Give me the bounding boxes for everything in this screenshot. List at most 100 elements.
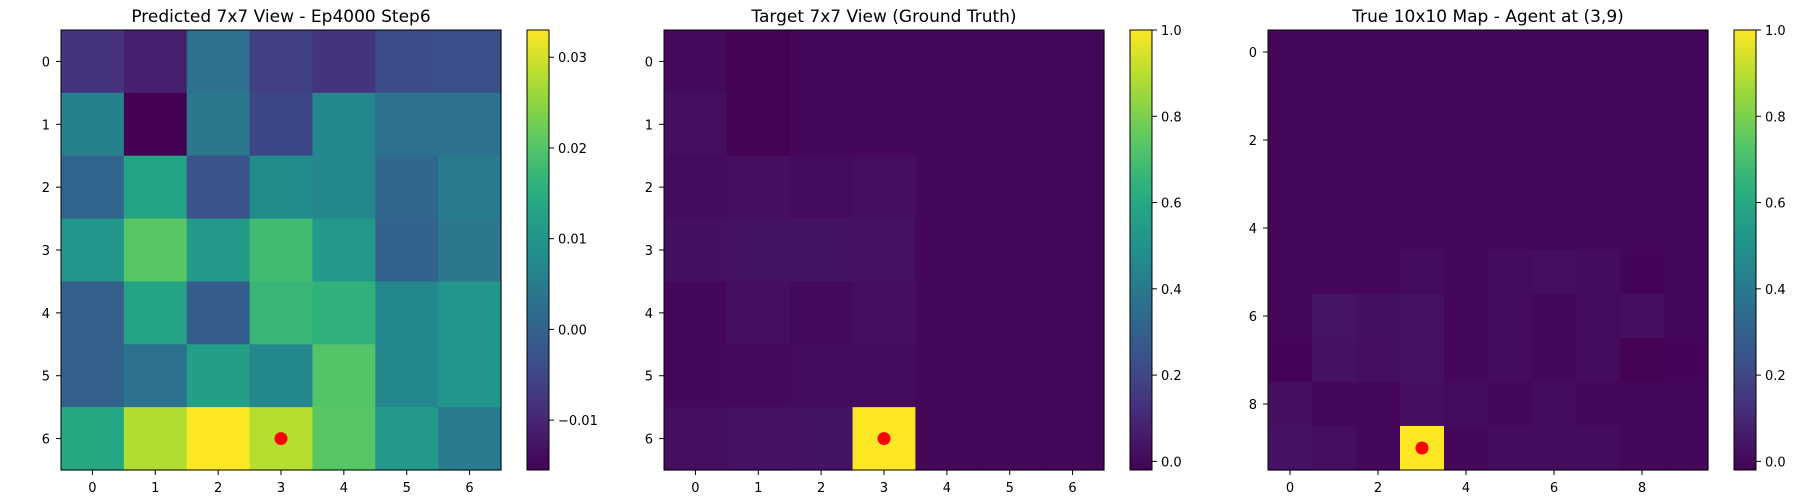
heatmap-cell <box>1532 294 1577 339</box>
colorbar-tick-label: 0.2 <box>1765 369 1786 384</box>
colorbar-tick-label: 0.2 <box>1161 369 1182 384</box>
heatmap-cell <box>1400 74 1445 119</box>
heatmap-cell <box>1041 92 1105 157</box>
heatmap-cell <box>1664 250 1709 295</box>
y-tick-label: 3 <box>42 244 50 259</box>
heatmap-cell <box>61 155 125 220</box>
plot-frame <box>1267 29 1709 471</box>
heatmap-cell <box>1400 206 1445 251</box>
agent-marker <box>877 432 891 446</box>
heatmap-cell <box>978 218 1042 283</box>
y-tick-label: 5 <box>42 370 50 385</box>
colorbar-tick-label: 0.03 <box>558 51 587 66</box>
heatmap-cell <box>1532 118 1577 163</box>
heatmap-cell <box>1268 30 1313 75</box>
heatmap-cell <box>978 344 1042 408</box>
x-tick-label: 6 <box>1550 481 1558 496</box>
heatmap-cell <box>249 344 314 408</box>
colorbar-tick-label: 0.6 <box>1161 197 1182 212</box>
x-tick-label: 6 <box>1068 481 1076 496</box>
x-tick-label: 1 <box>754 481 762 496</box>
heatmap-cell <box>249 92 314 157</box>
heatmap-cell <box>664 281 728 345</box>
heatmap-cell <box>1356 426 1401 471</box>
heatmap-cell <box>726 218 791 283</box>
heatmap-cell <box>978 281 1042 345</box>
heatmap-cell <box>186 92 251 157</box>
x-tick-label: 2 <box>214 481 222 496</box>
heatmap-cell <box>1400 118 1445 163</box>
heatmap-cell <box>1444 30 1489 75</box>
y-tick-label: 4 <box>645 307 653 322</box>
heatmap-cell <box>438 155 502 220</box>
heatmap-cell <box>1444 74 1489 119</box>
heatmap-cell <box>1444 118 1489 163</box>
y-tick-label: 0 <box>1249 46 1257 61</box>
heatmap-cell <box>1576 162 1621 207</box>
heatmap-cell <box>915 30 979 94</box>
heatmap-cell <box>1312 250 1357 295</box>
heatmap-cell <box>1664 74 1709 119</box>
heatmap-cell <box>915 155 979 220</box>
heatmap-cell <box>1268 74 1313 119</box>
heatmap-cell <box>438 281 502 345</box>
heatmap-cell <box>61 407 125 471</box>
colorbar-tick-label: 0.4 <box>1765 283 1786 298</box>
heatmap-cell <box>1268 338 1313 383</box>
heatmap-cell <box>1488 30 1533 75</box>
heatmap-cell <box>852 218 917 283</box>
heatmap-cell <box>61 218 125 283</box>
heatmap-cell <box>1488 426 1533 471</box>
heatmap-cell <box>1532 74 1577 119</box>
heatmap-cell <box>61 92 125 157</box>
heatmap-cell <box>1312 206 1357 251</box>
heatmap-cell <box>1664 118 1709 163</box>
y-tick-label: 6 <box>1249 310 1257 325</box>
colorbar-tick-label: 0.8 <box>1161 110 1182 125</box>
heatmap-cell <box>123 218 188 283</box>
chart-title: Predicted 7x7 View - Ep4000 Step6 <box>131 7 430 27</box>
x-tick-label: 0 <box>88 481 96 496</box>
heatmap-cell <box>978 92 1042 157</box>
x-tick-label: 3 <box>277 481 285 496</box>
heatmap-cell <box>375 155 439 220</box>
heatmap-cell <box>1664 162 1709 207</box>
heatmap-cell <box>789 407 854 471</box>
heatmap-cell <box>312 407 376 471</box>
heatmap-cell <box>249 281 314 345</box>
heatmap-cell <box>249 30 314 94</box>
heatmap-cell <box>1041 30 1105 94</box>
colorbar-tick-label: 1.0 <box>1765 24 1786 39</box>
heatmap-cell <box>789 30 854 94</box>
heatmap-cell <box>1356 294 1401 339</box>
heatmap-cell <box>852 155 917 220</box>
heatmap-cell <box>1576 30 1621 75</box>
y-tick-label: 6 <box>645 433 653 448</box>
heatmap-cell <box>789 344 854 408</box>
heatmap-cell <box>375 281 439 345</box>
heatmap-cell <box>438 30 502 94</box>
heatmap-cell <box>1444 162 1489 207</box>
heatmap-cell <box>1532 162 1577 207</box>
heatmap-cell <box>375 30 439 94</box>
heatmap-cell <box>312 30 376 94</box>
heatmap-cell <box>1268 206 1313 251</box>
heatmap-cell <box>978 155 1042 220</box>
heatmap-cell <box>852 92 917 157</box>
heatmap-cell <box>726 155 791 220</box>
heatmap-cell <box>915 218 979 283</box>
chart-title: Target 7x7 View (Ground Truth) <box>750 7 1016 27</box>
colorbar <box>526 29 550 471</box>
heatmap-cell <box>1576 206 1621 251</box>
heatmap-cell <box>1576 294 1621 339</box>
heatmap-cell <box>186 30 251 94</box>
y-tick-label: 2 <box>1249 134 1257 149</box>
heatmap-cell <box>1488 118 1533 163</box>
x-tick-label: 2 <box>817 481 825 496</box>
heatmap-cell <box>1356 206 1401 251</box>
y-tick-label: 4 <box>1249 222 1257 237</box>
heatmap-cell <box>1444 250 1489 295</box>
heatmap-cell <box>375 407 439 471</box>
heatmap-cell <box>1400 338 1445 383</box>
heatmap-cell <box>726 281 791 345</box>
